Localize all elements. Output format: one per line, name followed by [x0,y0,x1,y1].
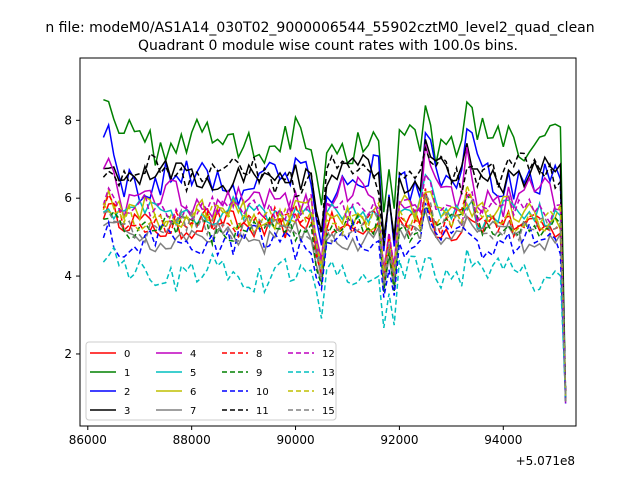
y-axis: 2 4 6 8 [64,113,80,361]
series-line-12 [102,172,567,396]
series-line-14 [102,185,567,400]
legend-label: 1 [124,368,130,379]
legend-label: 12 [322,349,335,360]
series-line-13 [102,245,567,398]
series-line-15 [103,191,567,402]
legend-label: 11 [256,406,269,417]
series-line-1 [103,98,567,398]
series-line-2 [102,122,567,400]
series-line-6 [102,187,567,396]
x-tick-label: 88000 [173,433,211,447]
y-tick-label: 6 [64,191,72,205]
legend-label: 14 [322,387,335,398]
chart-title: Quadrant 0 module wise count rates with … [138,38,518,54]
y-tick-label: 2 [64,347,72,361]
legend-frame [85,341,337,421]
series-line-10 [102,202,567,404]
y-tick-label: 4 [64,269,72,283]
legend-label: 13 [322,368,335,379]
series-line-9 [103,193,567,402]
legend-label: 4 [190,349,196,360]
x-tick-label: 92000 [380,433,418,447]
legend-label: 5 [190,368,196,379]
plot-lines [102,98,567,404]
legend-label: 9 [256,368,262,379]
legend-label: 0 [124,349,130,360]
x-tick-label: 86000 [69,433,107,447]
legend-label: 3 [124,406,130,417]
x-offset-label: +5.071e8 [516,454,575,468]
x-tick-label: 94000 [484,433,522,447]
legend-label: 8 [256,349,262,360]
x-axis: 86000 88000 90000 92000 94000 [69,426,522,447]
plot-frame [79,57,577,427]
legend-label: 7 [190,406,196,417]
series-line-3 [103,139,567,402]
y-tick-label: 8 [64,113,72,127]
legend-label: 2 [124,387,130,398]
legend-label: 15 [322,406,335,417]
series-line-11 [102,145,567,394]
x-tick-label: 90000 [276,433,314,447]
series-line-4 [102,144,567,404]
legend-label: 10 [256,387,269,398]
legend-label: 6 [190,387,196,398]
figure-suptitle: n file: modeM0/AS1A14_030T02_9000006544_… [45,20,594,36]
